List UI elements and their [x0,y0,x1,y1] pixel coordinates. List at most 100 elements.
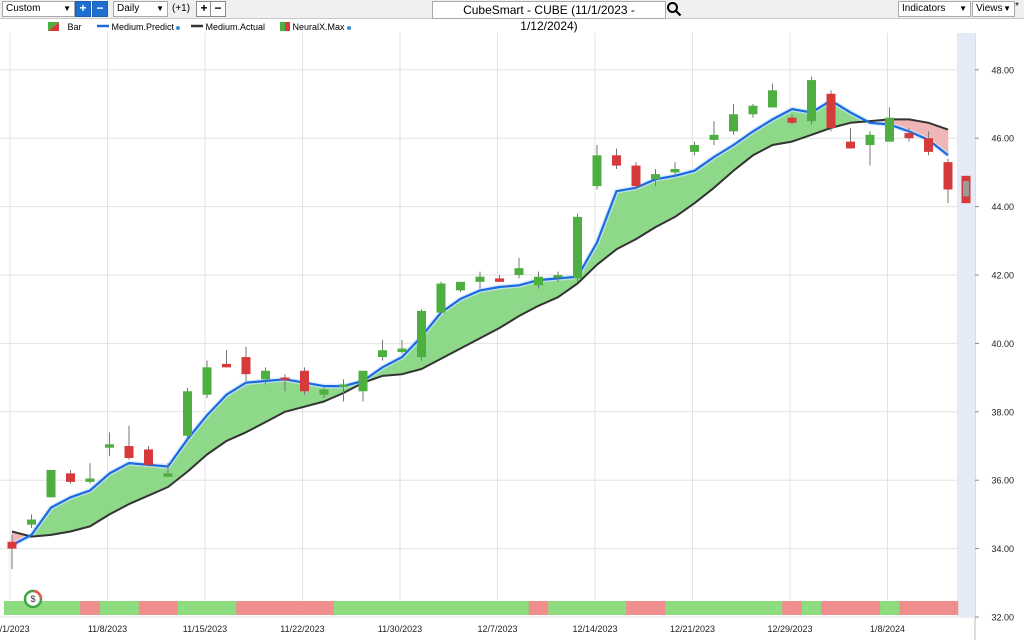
signal-cell [294,601,315,615]
signal-cell [216,601,237,615]
x-tick-label: 11/22/2023 [280,624,324,634]
candle-body [534,276,543,286]
candle [7,534,17,570]
candle-body [729,114,738,132]
x-tick-label: 12/14/2023 [572,624,617,634]
dollar-glyph: $ [30,594,35,604]
projected-candle [961,175,971,204]
y-tick-label: 46.00 [991,134,1014,144]
signal-cell [840,601,861,615]
candle [943,158,953,204]
y-tick-label: 40.00 [991,339,1014,349]
candle-body [904,133,914,139]
candle [495,275,504,282]
candle [573,213,582,282]
y-axis: 32.00 34.00 36.00 38.00 40.00 42.00 44.00 46.00… [975,65,1014,623]
indicators-dropdown[interactable]: Indicators ▼ [898,1,971,17]
signal-cell [821,601,842,615]
interval-select[interactable]: Daily ▼ [113,1,168,17]
signal-cell [762,601,783,615]
legend-actual-label: Medium.Actual [205,22,266,32]
candle-body [787,117,797,123]
candle-body [807,80,816,122]
legend-item-medium-actual[interactable]: Medium.Actual [191,22,265,32]
candle [241,346,251,382]
predict-line-icon [97,24,109,28]
candle-body [592,155,602,187]
y-tick-label: 44.00 [991,202,1014,212]
candle [709,121,719,146]
asterisk-marker: * [1015,1,1019,12]
candle-body [319,389,329,395]
signal-cell [645,601,666,615]
candle [534,271,543,289]
signal-cell [723,601,744,615]
candle [456,281,465,293]
signal-cell [255,601,276,615]
y-tick-label: 48.00 [991,65,1014,75]
signal-cell [60,601,81,615]
candle [183,387,192,440]
prediction-fill-area [11,100,949,546]
y-tick-label: 38.00 [991,407,1014,417]
signal-cell [99,601,120,615]
candle [358,370,368,402]
candle [729,104,738,135]
signal-cell [509,601,530,615]
candle-body [241,357,251,375]
candle-body [280,377,290,381]
signal-cell [489,601,510,615]
period-select[interactable]: Custom ▼ [2,1,75,17]
legend-item-medium-predict[interactable]: Medium.Predict [97,22,181,32]
offset-minus-button[interactable]: − [210,1,226,17]
views-label: Views [976,3,1003,14]
zoom-in-label: + [79,1,87,15]
candle-body [417,310,426,358]
candle [202,360,212,399]
signal-cell [197,601,218,615]
candle [612,148,621,169]
candle-body [943,162,953,190]
signal-cell [743,601,764,615]
candle [261,367,270,385]
signal-cell [236,601,257,615]
candle-body [670,168,680,173]
projected-candle-inner [963,180,969,197]
chevron-down-icon: ▼ [63,4,71,13]
candle-body [924,138,933,152]
zoom-in-button[interactable]: + [75,1,91,17]
zoom-out-button[interactable]: − [92,1,108,17]
fill-segment [265,379,286,423]
symbol-title-field[interactable]: CubeSmart - CUBE (11/1/2023 - 1/12/2024) [432,1,666,33]
medium-actual-line [11,118,949,538]
signal-cell [684,601,705,615]
candle-body [456,281,465,291]
signal-cell [899,601,920,615]
views-dropdown[interactable]: Views ▼ [972,1,1015,17]
signal-cell [333,601,354,615]
legend-item-neuralx-max[interactable]: NeuralX.Max [280,22,351,32]
candle [46,469,56,498]
candle-body [865,134,875,146]
candle [651,168,660,187]
candle [826,90,836,132]
chart-title: CubeSmart - CUBE (11/1/2023 - 1/12/2024) [463,3,635,33]
signal-cell [353,601,374,615]
signal-cell [801,601,822,615]
candle [553,271,563,282]
signal-strip [4,601,959,615]
candle-body [183,391,192,436]
candle-body [202,367,212,395]
candle-body [651,174,660,180]
dollar-badge-icon[interactable]: $ [23,589,43,609]
candle-body [436,283,446,313]
signal-cell [587,601,608,615]
chevron-down-icon: ▼ [156,4,164,13]
legend-item-bar[interactable]: Bar [48,22,82,32]
candle-body [826,93,836,128]
offset-plus-button[interactable]: + [196,1,212,17]
search-icon[interactable] [666,1,682,17]
candle-body [261,370,270,380]
toolbar: Custom ▼ + − Daily ▼ (+1) + − CubeSmart … [0,0,1024,33]
